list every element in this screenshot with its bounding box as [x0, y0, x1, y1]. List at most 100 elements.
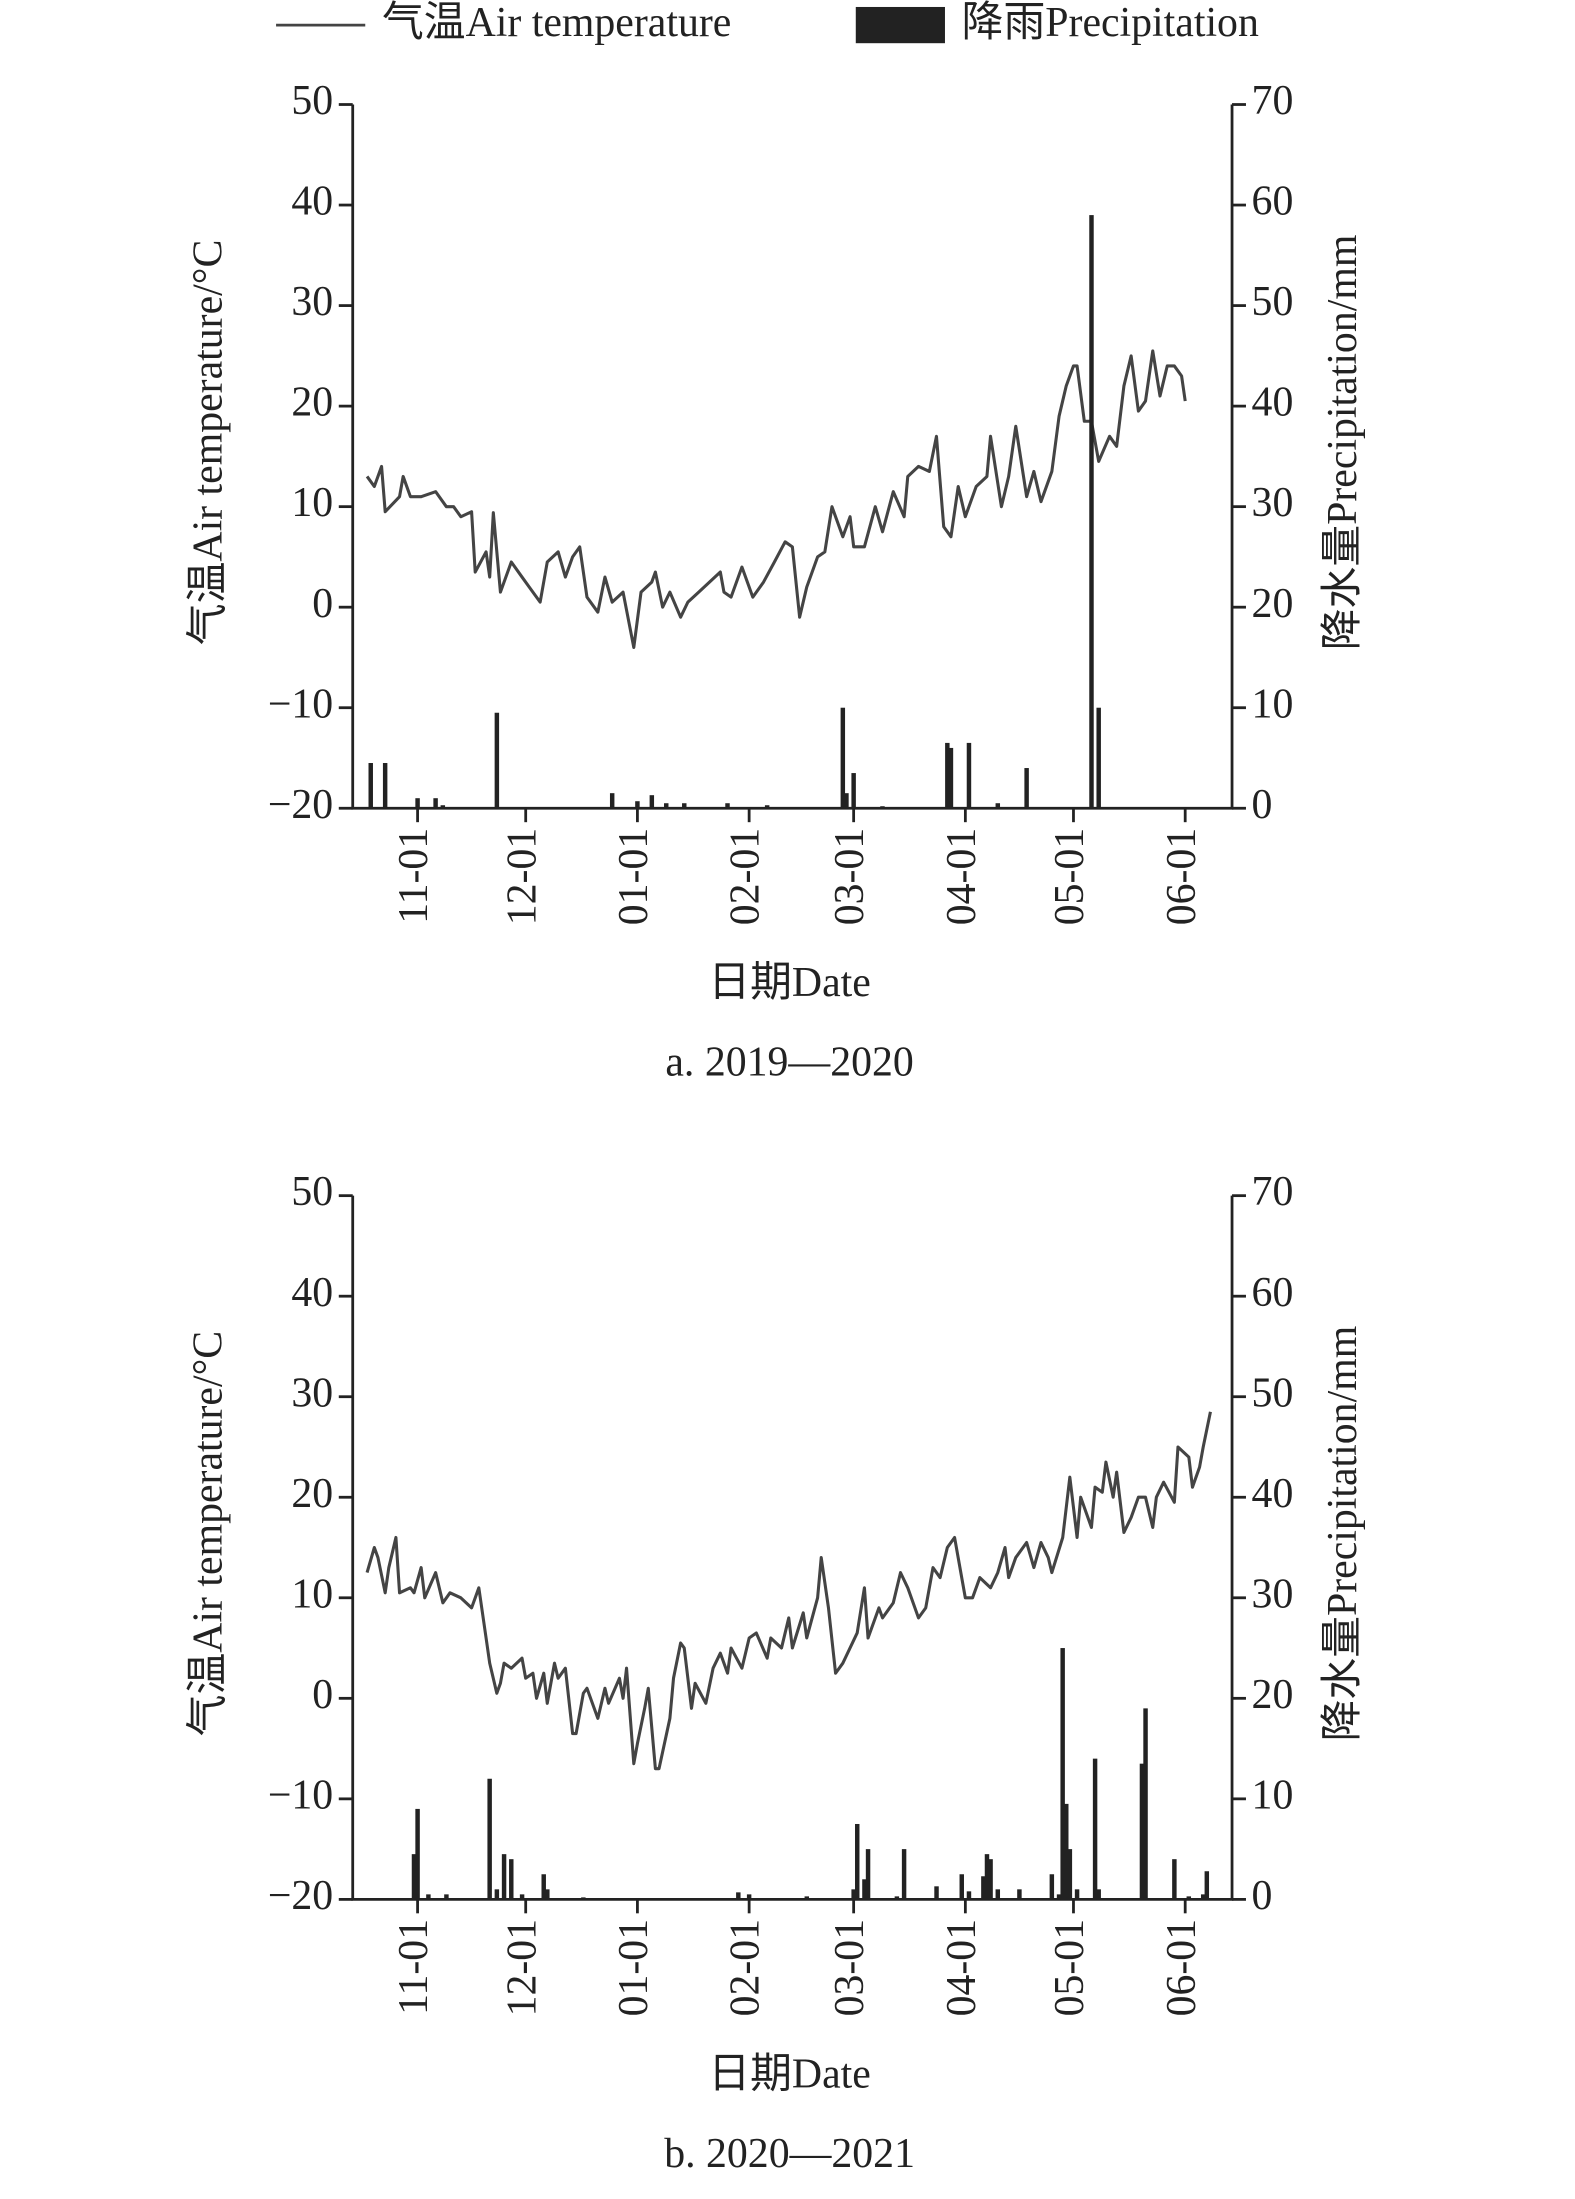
precipitation-bar: [851, 1889, 856, 1900]
precipitation-bar: [855, 1823, 860, 1900]
precipitation-bar: [1172, 1859, 1177, 1900]
x-tick-label: 12-01: [499, 828, 545, 926]
legend-label: 气温Air temperature: [382, 0, 731, 46]
x-tick-label: 02-01: [723, 1919, 769, 2017]
precipitation-bar: [880, 806, 885, 809]
y-tick-label: 20: [291, 1471, 333, 1517]
precipitation-bar: [862, 1879, 867, 1900]
precipitation-bar: [501, 1854, 507, 1900]
precipitation-bar: [736, 1892, 741, 1900]
precipitation-bar: [984, 1854, 990, 1900]
precipitation-bar: [1200, 1894, 1206, 1900]
temperature-line: [365, 349, 1187, 649]
precipitation-bar: [981, 1876, 986, 1900]
precipitation-bar: [1017, 1889, 1022, 1900]
x-axis-label: 日期Date: [708, 960, 871, 1006]
y-tick-label: 30: [291, 279, 333, 325]
precipitation-bar: [746, 1894, 752, 1900]
precipitation-bar: [804, 1896, 810, 1900]
precipitation-bar: [433, 798, 438, 809]
precipitation-bar: [664, 803, 669, 809]
precipitation-bar: [1064, 1803, 1069, 1900]
y-tick-label: 20: [291, 380, 333, 426]
y2-tick-label: 20: [1252, 1672, 1294, 1718]
precipitation-bar: [1092, 1758, 1098, 1900]
y-tick-label: 10: [291, 1571, 333, 1617]
y-tick-label: 10: [291, 480, 333, 526]
y2-tick-label: 0: [1252, 782, 1273, 828]
x-tick-label: 01-01: [611, 1919, 657, 2017]
y2-axis-label: 降水量Precipitation/mm: [1320, 1326, 1366, 1742]
y-tick-label: 50: [291, 78, 333, 124]
x-tick-label: 05-01: [1047, 828, 1093, 926]
precipitation-bar: [411, 1854, 417, 1900]
precipitation-bar: [509, 1859, 514, 1900]
y2-tick-label: 20: [1252, 581, 1294, 627]
precipitation-bar: [945, 742, 950, 809]
temperature-line: [365, 1411, 1212, 1771]
y2-tick-label: 0: [1252, 1873, 1273, 1919]
precipitation-bar: [1096, 707, 1101, 809]
x-tick-label: 03-01: [827, 1919, 873, 2017]
y2-tick-label: 70: [1252, 1169, 1294, 1215]
x-tick-label: 05-01: [1047, 1919, 1093, 2017]
x-tick-label: 11-01: [391, 1919, 437, 2015]
x-tick-label: 06-01: [1159, 1919, 1205, 2017]
y-tick-label: −10: [268, 681, 333, 727]
y2-tick-label: 60: [1252, 179, 1294, 225]
precipitation-bar: [1089, 215, 1094, 809]
precipitation-bar: [494, 712, 500, 809]
precipitation-bar: [1074, 1889, 1080, 1900]
x-tick-label: 06-01: [1159, 828, 1205, 926]
y2-tick-label: 70: [1252, 78, 1294, 124]
precipitation-bar: [519, 1894, 525, 1900]
precipitation-bar: [1024, 768, 1029, 809]
precipitation-bar: [1049, 1874, 1055, 1900]
precipitation-bar: [415, 798, 420, 809]
y-tick-label: −20: [268, 1873, 333, 1919]
precipitation-bar: [865, 1849, 871, 1900]
precipitation-bar: [635, 801, 640, 809]
precipitation-bar: [581, 1897, 586, 1900]
precipitation-bar: [934, 1886, 939, 1900]
precipitation-bar: [609, 793, 615, 809]
caption: b. 2020—2021: [664, 2131, 915, 2177]
x-tick-label: 11-01: [391, 828, 437, 924]
precipitation-bar: [649, 795, 655, 809]
y2-tick-label: 30: [1252, 1571, 1294, 1617]
legend-swatch: [855, 6, 945, 44]
precipitation-bar: [1060, 1648, 1065, 1900]
y2-axis-label: 降水量Precipitation/mm: [1320, 235, 1366, 651]
x-tick-label: 12-01: [499, 1919, 545, 2017]
precipitation-bar: [426, 1894, 431, 1900]
precipitation-bar: [682, 803, 687, 809]
precipitation-bar: [966, 742, 972, 809]
precipitation-bar: [1067, 1849, 1073, 1900]
y-tick-label: 30: [291, 1370, 333, 1416]
precipitation-bar: [988, 1859, 993, 1900]
precipitation-bar: [959, 1874, 964, 1900]
y-tick-label: 50: [291, 1169, 333, 1215]
y-tick-label: −20: [268, 782, 333, 828]
x-axis-label: 日期Date: [708, 2051, 871, 2097]
y2-tick-label: 50: [1252, 279, 1294, 325]
precipitation-bar: [901, 1849, 907, 1900]
y2-tick-label: 10: [1252, 681, 1294, 727]
y-tick-label: 40: [291, 179, 333, 225]
y2-tick-label: 30: [1252, 480, 1294, 526]
precipitation-bar: [995, 803, 1001, 809]
precipitation-bar: [725, 803, 730, 809]
precipitation-bar: [894, 1896, 900, 1900]
precipitation-bar: [1186, 1896, 1192, 1900]
caption: a. 2019—2020: [665, 1040, 913, 1086]
precipitation-bar: [1096, 1889, 1101, 1900]
precipitation-bar: [415, 1808, 420, 1900]
precipitation-bar: [844, 793, 849, 809]
precipitation-bar: [382, 763, 388, 809]
y2-tick-label: 40: [1252, 380, 1294, 426]
y-tick-label: 40: [291, 1270, 333, 1316]
precipitation-bar: [966, 1891, 972, 1900]
y-tick-label: 0: [312, 581, 333, 627]
